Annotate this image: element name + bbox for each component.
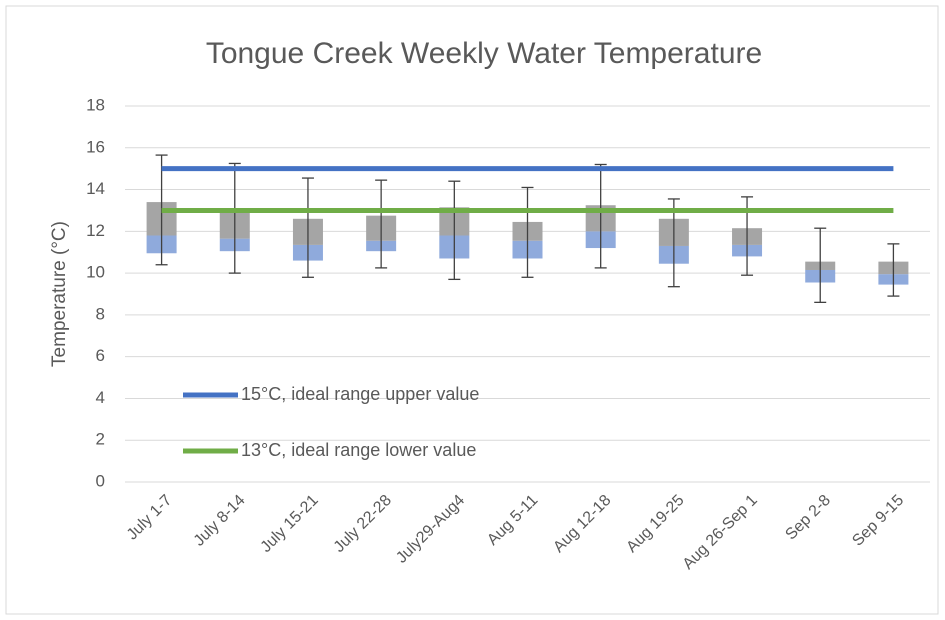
y-tick-label: 6 xyxy=(96,346,105,365)
y-tick-label: 18 xyxy=(86,95,105,114)
y-tick-label: 2 xyxy=(96,430,105,449)
y-tick-label: 10 xyxy=(86,263,105,282)
y-tick-label: 14 xyxy=(86,179,105,198)
chart-frame xyxy=(5,5,939,615)
y-tick-label: 4 xyxy=(96,388,105,407)
legend-label: 15°C, ideal range upper value xyxy=(241,384,479,404)
y-tick-label: 8 xyxy=(96,304,105,323)
y-axis-label: Temperature (°C) xyxy=(49,221,70,367)
y-tick-label: 0 xyxy=(96,471,105,490)
y-tick-label: 12 xyxy=(86,221,105,240)
legend-label: 13°C, ideal range lower value xyxy=(241,440,476,460)
y-tick-label: 16 xyxy=(86,137,105,156)
chart-title: Tongue Creek Weekly Water Temperature xyxy=(206,37,762,70)
